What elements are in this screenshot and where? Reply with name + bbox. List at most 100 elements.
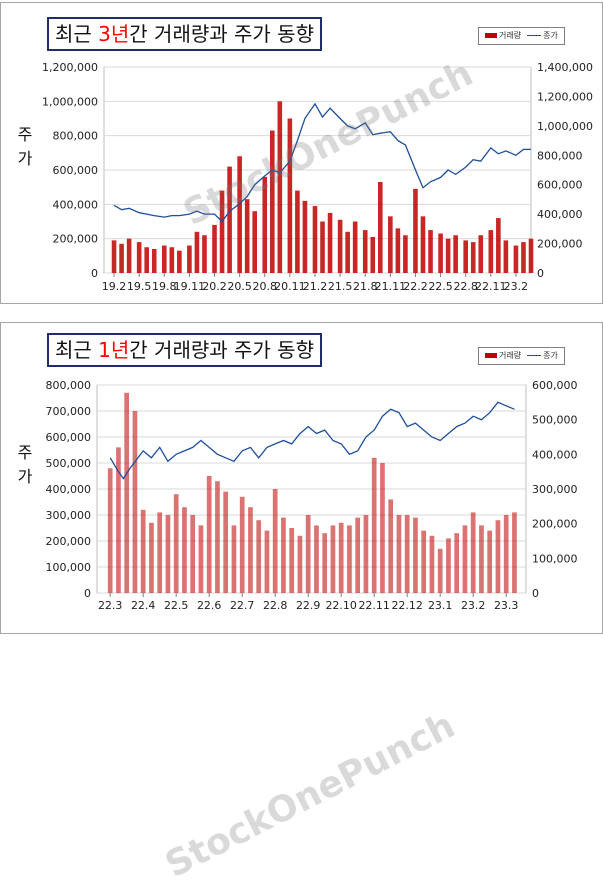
x-tick-label: 22.8	[263, 599, 288, 612]
volume-bar	[327, 212, 333, 273]
y-left-tick-label: 400,000	[46, 483, 92, 496]
x-tick-label: 20.8	[253, 280, 278, 293]
volume-bar	[161, 245, 167, 273]
x-tick-label: 22.11	[475, 280, 507, 293]
volume-bar	[272, 489, 278, 593]
y-right-tick-label: 0	[532, 587, 539, 600]
y-right-tick-label: 800,000	[537, 149, 583, 162]
volume-bar	[512, 512, 517, 593]
volume-bar	[496, 218, 501, 273]
volume-bar	[269, 130, 275, 273]
volume-bar	[322, 533, 328, 593]
y-left-tick-label: 1,200,000	[42, 61, 98, 74]
x-tick-label: 20.11	[274, 280, 306, 293]
y-left-tick-label: 700,000	[46, 405, 92, 418]
y-label-char-1: 주	[17, 125, 33, 144]
legend-1y: 거래량 종가	[478, 347, 565, 365]
x-tick-label: 21.8	[353, 280, 378, 293]
y-left-tick-label: 200,000	[46, 535, 92, 548]
volume-bar	[521, 242, 526, 273]
volume-bar	[223, 491, 229, 593]
volume-bar	[470, 242, 476, 273]
volume-bar	[281, 517, 286, 593]
volume-bar	[330, 525, 336, 593]
volume-bar	[116, 447, 121, 593]
volume-bar	[227, 166, 232, 273]
y-right-tick-label: 1,200,000	[537, 90, 593, 103]
y-label-char-1: 주	[17, 443, 33, 462]
y-left-tick-label: 0	[84, 587, 91, 600]
chart-3y: 0 200,000 400,000 600,000 800,000 1,000,000 1,…	[42, 61, 593, 293]
volume-bar	[194, 231, 200, 273]
volume-bar	[413, 517, 418, 593]
volume-bar	[352, 221, 358, 273]
x-tick-label: 21.2	[303, 280, 328, 293]
volume-bar	[429, 535, 435, 593]
volume-bar	[488, 230, 494, 273]
volume-bar	[320, 221, 325, 273]
legend-3y: 거래량 종가	[478, 27, 565, 45]
volume-bar	[388, 216, 393, 273]
volume-bar	[337, 219, 343, 273]
volume-bar	[363, 515, 369, 593]
y-right-tick-label: 500,000	[532, 414, 578, 427]
price-line	[113, 102, 531, 223]
volume-bar	[256, 520, 262, 593]
y-right-tick-label: 200,000	[537, 238, 583, 251]
chart-title-1y: 최근 1년간 거래량과 주가 동향	[47, 333, 322, 367]
volume-bar	[446, 538, 451, 593]
volume-bar	[413, 188, 418, 273]
volume-bar	[462, 525, 468, 593]
volume-bar	[314, 525, 319, 593]
y-left-tick-label: 1,000,000	[42, 95, 98, 108]
volume-bar	[380, 463, 385, 593]
volume-bar	[212, 224, 217, 273]
volume-bar	[495, 520, 501, 593]
x-tick-label: 22.10	[325, 599, 357, 612]
y-right-tick-label: 0	[537, 267, 544, 280]
chart-title-3y: 최근 3년간 거래량과 주가 동향	[47, 17, 322, 51]
y-right-tick-label: 600,000	[532, 379, 578, 392]
volume-bar	[219, 190, 225, 273]
volume-bar	[370, 236, 376, 273]
volume-bar	[355, 517, 361, 593]
y-right-tick-label: 400,000	[532, 448, 578, 461]
legend-price: 종가	[543, 351, 558, 360]
volume-bar	[347, 525, 352, 593]
volume-bar	[215, 481, 220, 593]
y-left-tick-label: 800,000	[46, 379, 92, 392]
legend-volume: 거래량	[499, 351, 522, 360]
x-tick-label: 22.9	[296, 599, 321, 612]
volume-bar	[338, 522, 344, 593]
title-suffix: 간 거래량과 주가 동향	[129, 338, 314, 362]
volume-bar	[136, 242, 142, 273]
volume-bar	[151, 248, 157, 273]
volume-bar	[479, 525, 484, 593]
title-highlight: 3년	[98, 22, 130, 46]
y-left-tick-label: 600,000	[53, 164, 99, 177]
legend-volume: 거래량	[499, 31, 522, 40]
volume-swatch	[485, 33, 497, 38]
volume-bar	[503, 240, 509, 273]
y-right-tick-label: 1,400,000	[537, 61, 593, 74]
volume-bar	[182, 507, 187, 593]
volume-bar	[231, 525, 237, 593]
y-label-char-2: 가	[17, 467, 33, 486]
legend-price: 종가	[543, 31, 558, 40]
volume-bar	[289, 528, 295, 593]
chart-panel-1y: 0 100,000 200,000 300,000 400,000 500,000 600,…	[0, 322, 603, 886]
volume-bar	[157, 512, 163, 593]
volume-bar	[149, 522, 154, 593]
x-tick-label: 23.2	[504, 280, 529, 293]
y-left-tick-label: 800,000	[53, 130, 99, 143]
volume-bar	[513, 245, 519, 273]
price-line	[109, 401, 515, 480]
x-tick-label: 19.2	[102, 280, 127, 293]
title-prefix: 최근	[55, 22, 99, 46]
volume-bar	[437, 548, 443, 593]
volume-bar	[262, 176, 268, 273]
volume-bar	[463, 240, 468, 273]
volume-bar	[119, 243, 124, 273]
